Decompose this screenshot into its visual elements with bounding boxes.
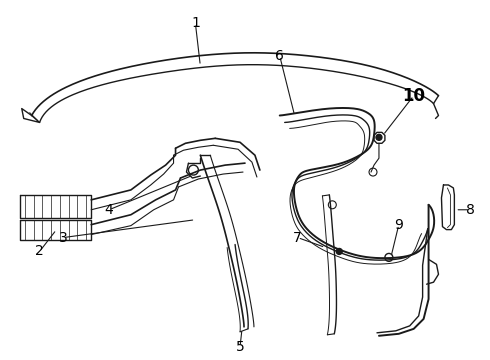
Text: 3: 3 [59,230,68,244]
Text: 8: 8 [466,203,475,217]
Text: 6: 6 [275,49,284,63]
Text: 9: 9 [394,218,403,231]
Text: 5: 5 [236,340,245,354]
Text: 7: 7 [293,230,302,244]
Circle shape [336,248,342,255]
Text: 10: 10 [402,87,425,105]
Circle shape [376,134,382,140]
Text: 2: 2 [35,244,44,258]
Text: 4: 4 [105,203,113,217]
Text: 1: 1 [191,16,200,30]
